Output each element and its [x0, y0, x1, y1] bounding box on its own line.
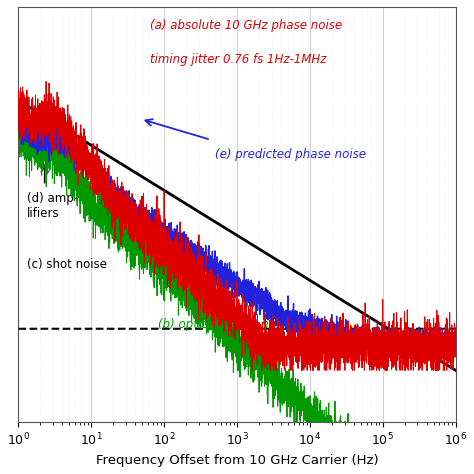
Text: (a) absolute 10 GHz phase noise: (a) absolute 10 GHz phase noise — [150, 19, 342, 32]
Text: (b) optical phase noise: (b) optical phase noise — [158, 319, 293, 331]
Text: (e) predicted phase noise: (e) predicted phase noise — [215, 148, 366, 161]
Text: timing jitter 0.76 fs 1Hz-1MHz: timing jitter 0.76 fs 1Hz-1MHz — [150, 53, 326, 65]
X-axis label: Frequency Offset from 10 GHz Carrier (Hz): Frequency Offset from 10 GHz Carrier (Hz… — [96, 454, 378, 467]
Text: (d) amp-
lifiers: (d) amp- lifiers — [27, 192, 78, 220]
Text: (c) shot noise: (c) shot noise — [27, 258, 107, 271]
